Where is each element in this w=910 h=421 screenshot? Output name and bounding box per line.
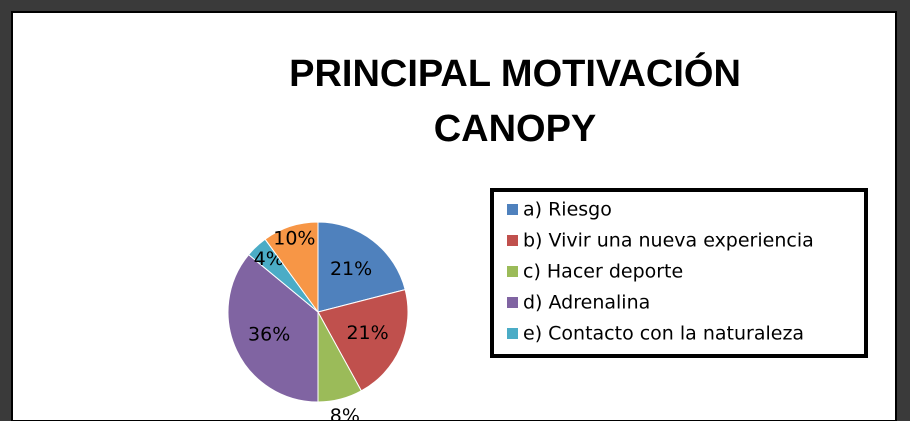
legend-entry: b) Vivir una nueva experiencia: [523, 230, 814, 252]
pie-slice: [317, 289, 409, 392]
data-label: 10%: [273, 228, 315, 250]
pie-slice: [317, 221, 406, 313]
data-label: 8%: [330, 405, 360, 421]
data-label: 21%: [346, 322, 388, 344]
legend-box: [490, 188, 868, 358]
legend-entry: a) Riesgo: [523, 199, 612, 221]
legend-swatch: [507, 328, 518, 339]
legend-entry: d) Adrenalina: [523, 292, 650, 314]
pie-slice: [264, 221, 319, 314]
chart-title: PRINCIPAL MOTIVACIÓN: [289, 51, 741, 95]
legend-entry: c) Hacer deporte: [523, 261, 683, 283]
data-label: 21%: [330, 258, 372, 280]
legend-swatch: [507, 204, 518, 215]
legend-entry: e) Contacto con la naturaleza: [523, 323, 804, 345]
chart-subtitle: CANOPY: [434, 108, 597, 150]
legend-swatch: [507, 235, 518, 246]
data-label: 36%: [248, 323, 290, 345]
pie-slice: [227, 253, 319, 403]
legend-swatch: [507, 266, 518, 277]
legend-swatch: [507, 297, 518, 308]
